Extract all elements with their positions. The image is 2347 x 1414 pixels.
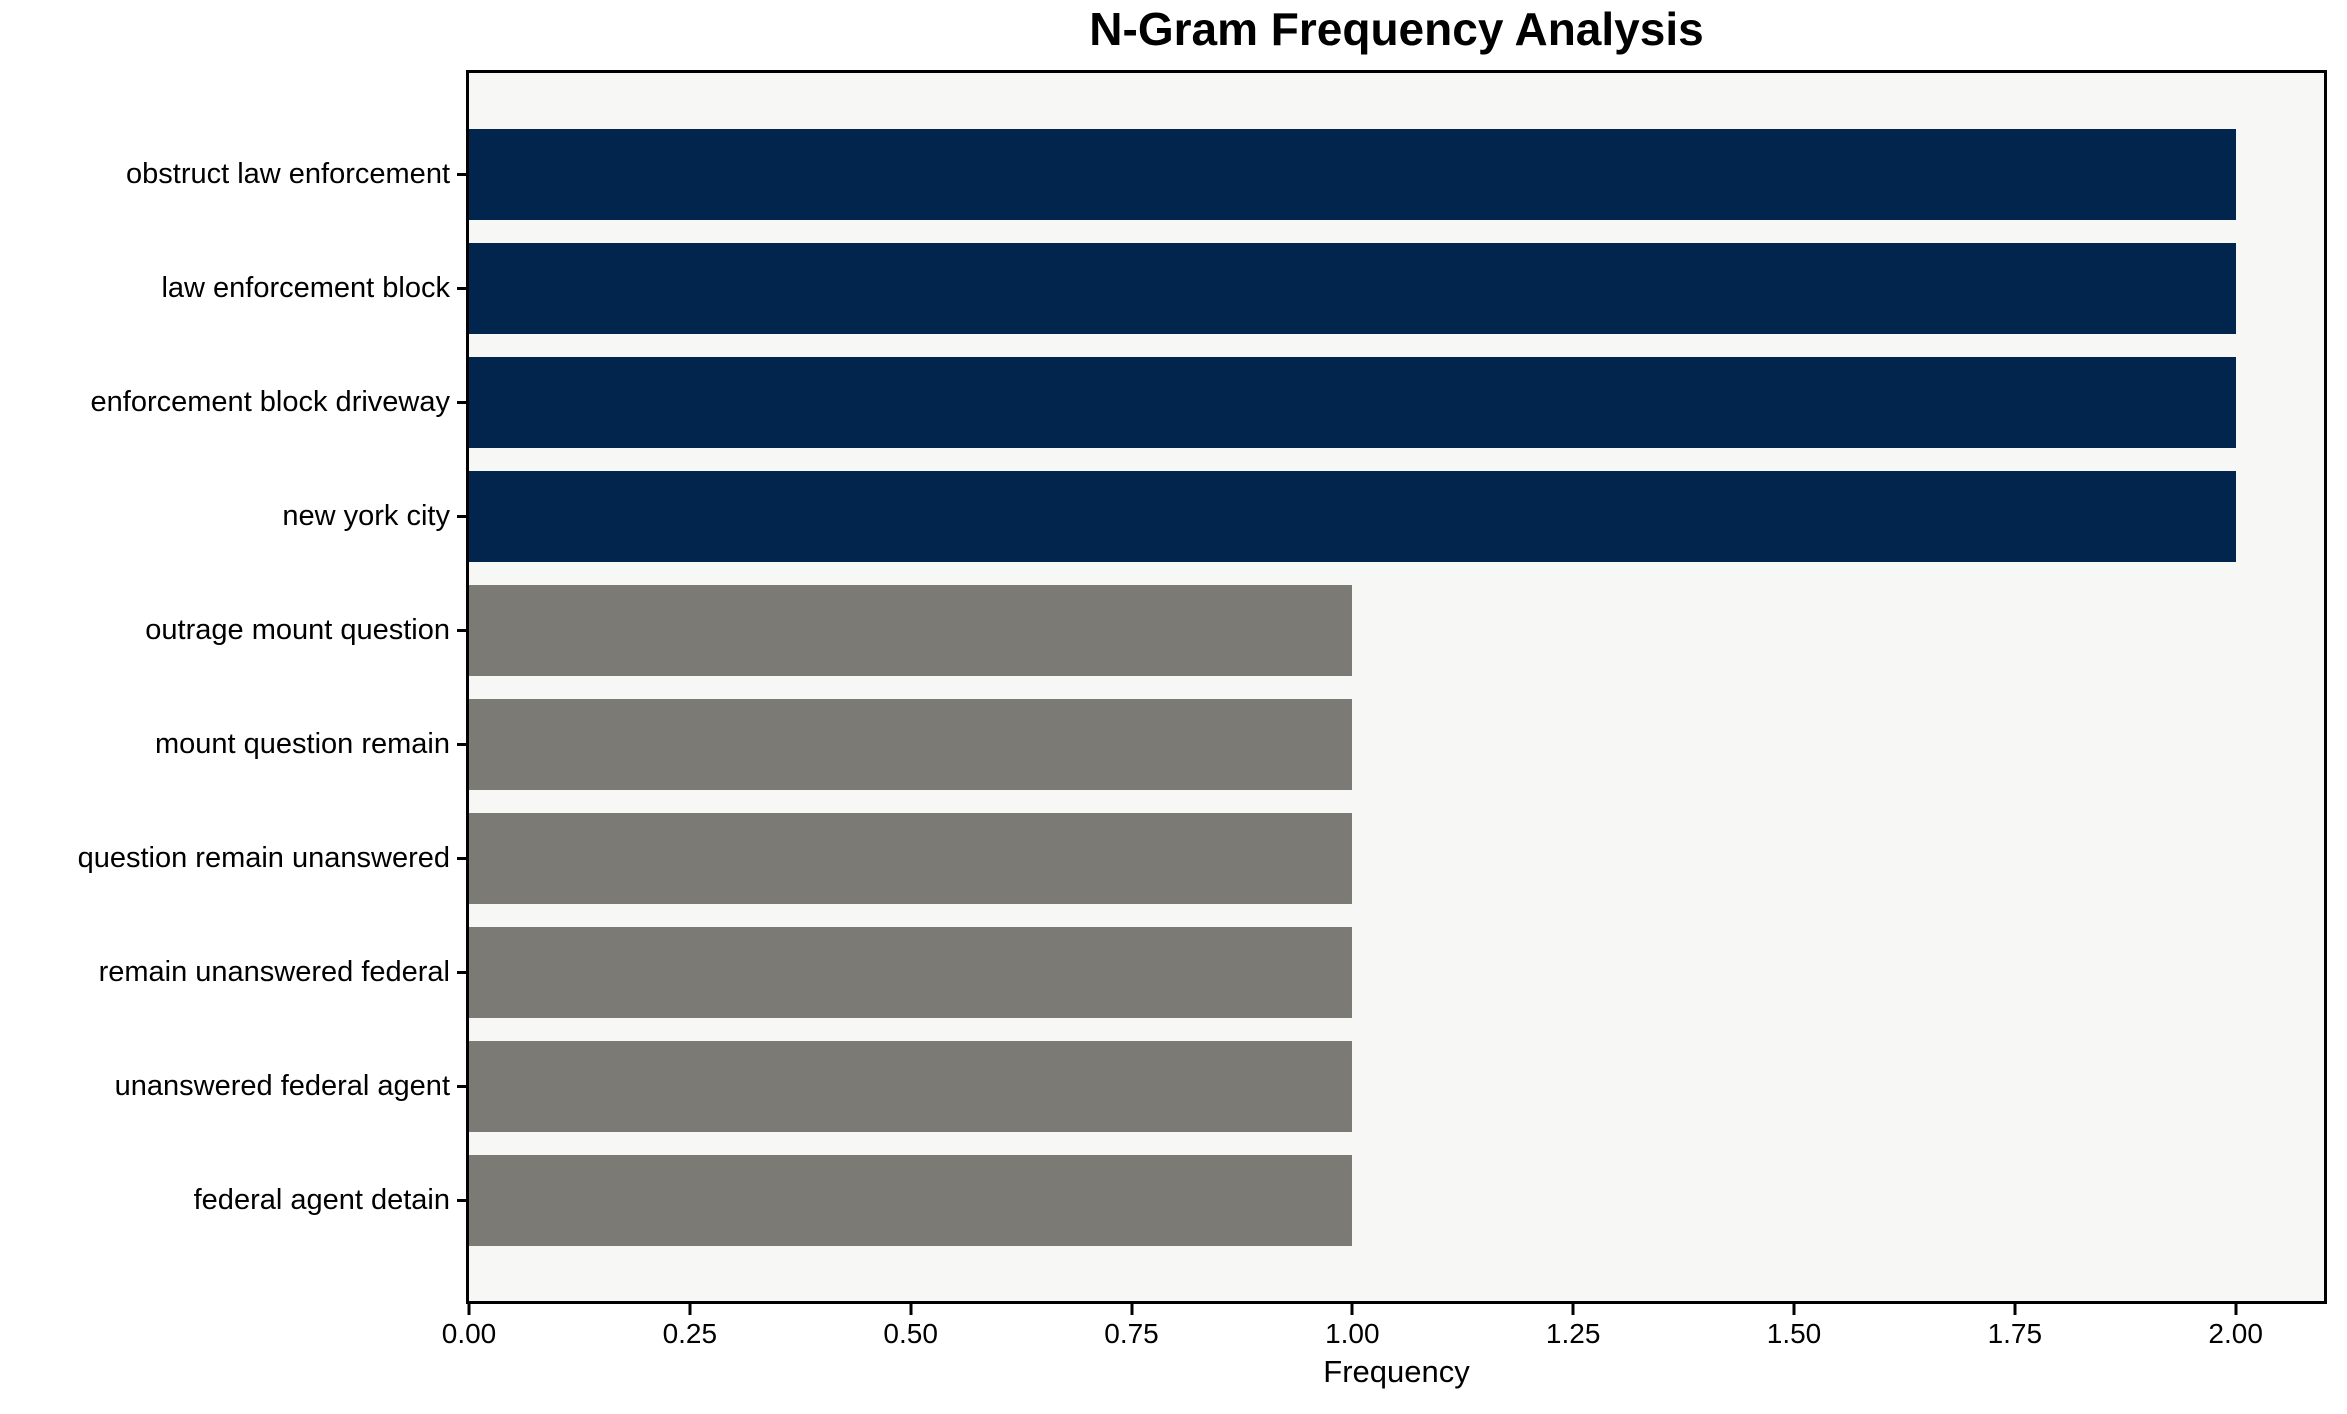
y-tick-row: new york city [0,459,466,573]
y-tick-label: unanswered federal agent [114,1069,450,1102]
y-tick-mark [457,400,466,404]
y-tick-row: unanswered federal agent [0,1029,466,1143]
x-tick-mark [2234,1304,2238,1315]
x-tick-mark [1350,1304,1354,1315]
bar-row [469,459,2324,573]
plot-area [466,70,2327,1304]
bar-row [469,1143,2324,1257]
y-tick-mark [457,286,466,290]
bar-row [469,117,2324,231]
bar [469,1154,1353,1246]
bar-row [469,573,2324,687]
x-axis: Frequency 0.00 0.25 0.50 0.75 1.00 1.25 1.50 1.… [442,1304,2324,1414]
bar-row [469,345,2324,459]
y-tick-row: enforcement block driveway [0,345,466,459]
y-tick-label: obstruct law enforcement [126,157,450,190]
y-tick-row: remain unanswered federal [0,915,466,1029]
x-tick-mark [467,1304,471,1315]
bar-row [469,915,2324,1029]
x-tick-mark [909,1304,913,1315]
bar [469,128,2236,220]
y-tick-mark [457,172,466,176]
x-tick-mark [1130,1304,1133,1315]
bar-row [469,687,2324,801]
x-tick-label: 0.25 [662,1318,718,1349]
y-tick-row: law enforcement block [0,231,466,345]
y-tick-mark [457,628,466,632]
x-tick-label: 0.50 [883,1318,938,1349]
x-tick-mark [1571,1304,1575,1315]
y-tick-mark [457,742,466,746]
bar [469,584,1353,676]
y-tick-label: new york city [282,499,450,532]
bar [469,812,1353,904]
bar [469,470,2236,562]
y-tick-mark [457,514,466,518]
x-tick-label: 1.00 [1325,1318,1380,1349]
bar-row [469,231,2324,345]
bar [469,356,2236,448]
y-tick-row: question remain unanswered [0,801,466,915]
x-tick-label: 1.75 [1987,1318,2043,1349]
y-tick-label: remain unanswered federal [98,955,450,988]
x-tick-label: 0.00 [441,1318,497,1349]
y-tick-mark [457,970,466,974]
y-tick-mark [457,856,466,860]
y-tick-row: obstruct law enforcement [0,117,466,231]
y-tick-mark [457,1198,466,1202]
y-tick-label: question remain unanswered [77,841,450,874]
bar [469,698,1353,790]
bar-row [469,1029,2324,1143]
y-tick-row: outrage mount question [0,573,466,687]
chart-title: N-Gram Frequency Analysis [1089,3,1704,55]
y-tick-label: mount question remain [155,727,450,760]
x-tick-mark [688,1304,692,1315]
y-tick-label: outrage mount question [145,613,450,646]
x-tick-label: 1.50 [1766,1318,1822,1349]
y-tick-label: federal agent detain [193,1183,450,1216]
y-tick-row: mount question remain [0,687,466,801]
x-tick-label: 0.75 [1104,1318,1159,1349]
bar [469,242,2236,334]
x-axis-label: Frequency [1323,1354,1470,1389]
y-tick-label: law enforcement block [161,271,450,304]
y-axis: obstruct law enforcement law enforcement … [0,70,466,1304]
y-tick-label: enforcement block driveway [90,385,450,418]
bar [469,926,1353,1018]
y-tick-row: federal agent detain [0,1143,466,1257]
x-tick-label: 2.00 [2208,1318,2263,1349]
x-tick-label: 1.25 [1545,1318,1601,1349]
x-tick-mark [1792,1304,1796,1315]
y-tick-mark [457,1084,466,1088]
x-tick-mark [2013,1304,2017,1315]
bar-row [469,801,2324,915]
bar [469,1040,1353,1132]
